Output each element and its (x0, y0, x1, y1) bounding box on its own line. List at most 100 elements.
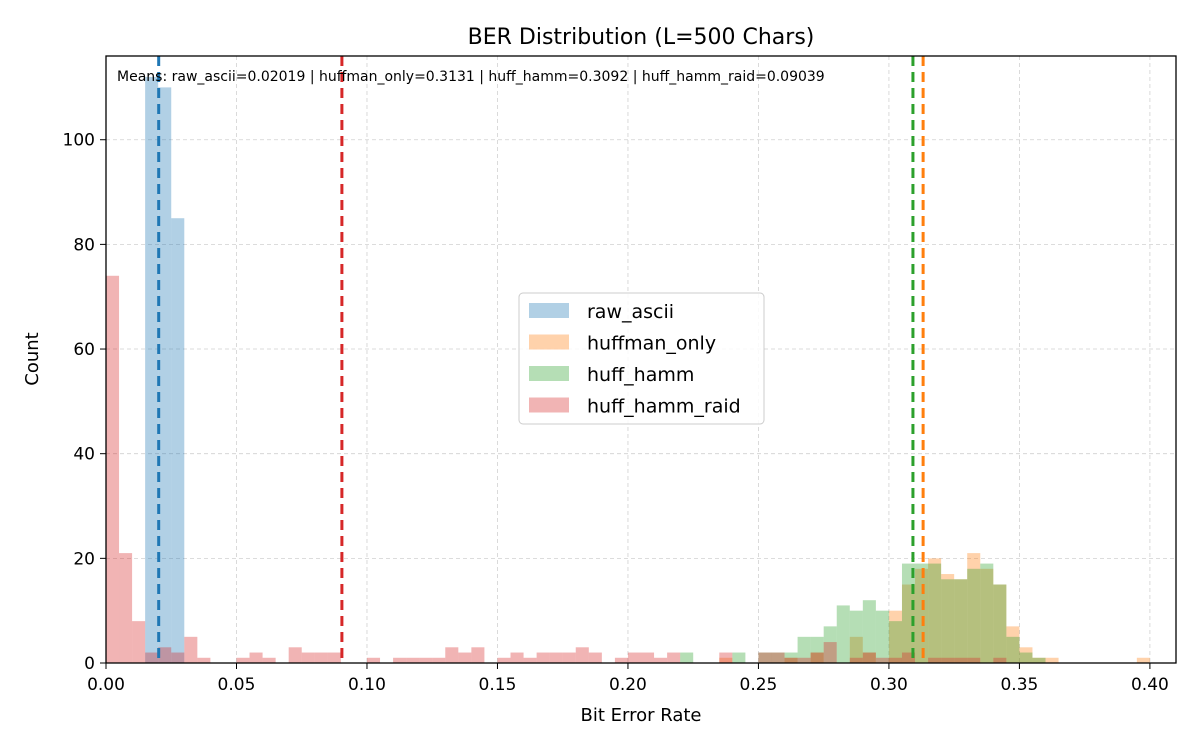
histogram-bar (823, 626, 837, 663)
histogram-bar (836, 605, 850, 663)
histogram-bar (132, 621, 146, 663)
histogram-bar (758, 652, 772, 663)
histogram-bar (406, 657, 420, 663)
histogram-bar (314, 652, 328, 663)
histogram-bar (327, 652, 341, 663)
x-tick-label: 0.20 (609, 675, 647, 695)
histogram-bar (967, 553, 981, 663)
histogram-bar (993, 584, 1007, 663)
x-tick-label: 0.00 (87, 675, 125, 695)
histogram-bar (158, 87, 172, 664)
y-tick-label: 60 (73, 340, 95, 360)
histogram-bar (184, 636, 198, 663)
histogram-bar (810, 636, 824, 663)
histogram-bar (445, 647, 459, 663)
y-tick-label: 40 (73, 445, 95, 465)
x-tick-label: 0.10 (348, 675, 386, 695)
histogram-bar (849, 610, 863, 663)
histogram-bar (627, 652, 641, 663)
histogram-bar (875, 610, 889, 663)
histogram-bar (1006, 626, 1020, 663)
histogram-bar (888, 610, 902, 663)
series-huff-hamm-raid (106, 275, 1007, 663)
histogram-bar (915, 568, 929, 663)
histogram-bar (301, 652, 315, 663)
x-tick-label: 0.35 (1000, 675, 1038, 695)
histogram-bar (784, 657, 798, 663)
histogram-bar (667, 652, 681, 663)
histogram-bar (993, 584, 1007, 663)
histogram-bar (849, 636, 863, 663)
y-tick-label: 100 (63, 131, 95, 151)
y-tick-label: 20 (73, 549, 95, 569)
histogram-bar (993, 657, 1007, 663)
y-tick-label: 80 (73, 235, 95, 255)
histogram-bar (797, 636, 811, 663)
histogram-bar (1136, 657, 1150, 663)
legend-label: huff_hamm (587, 364, 694, 386)
legend-label: huff_hamm_raid (587, 396, 741, 418)
legend-swatch (529, 334, 569, 350)
means-annotation: Means: raw_ascii=0.02019 | huffman_only=… (117, 69, 825, 85)
histogram-bar (393, 657, 407, 663)
histogram-bar (928, 657, 942, 663)
histogram-bar (888, 621, 902, 663)
histogram-bar (106, 275, 120, 663)
histogram-bar (732, 652, 746, 663)
histogram-bar (784, 657, 798, 663)
histogram-bar (875, 657, 889, 663)
legend-label: raw_ascii (587, 301, 674, 323)
x-axis-label: Bit Error Rate (581, 705, 702, 726)
series-huff-hamm (680, 563, 1046, 663)
legend: raw_ascii huffman_only huff_hamm huff_hamm_… (518, 292, 765, 425)
x-tick-label: 0.05 (218, 675, 256, 695)
x-tick-label: 0.25 (740, 675, 778, 695)
histogram-bar (849, 657, 863, 663)
histogram-bar (771, 652, 785, 663)
histogram-bar (784, 652, 798, 663)
legend-swatch (529, 397, 569, 413)
histogram-bar (954, 579, 968, 663)
histogram-bar (680, 652, 694, 663)
histogram-bar (980, 568, 994, 663)
histogram-bar (366, 657, 381, 663)
histogram-bar (236, 657, 250, 663)
histogram-bar (588, 652, 602, 663)
histogram-bar (1032, 657, 1046, 663)
legend-swatch (529, 366, 569, 381)
histogram-bar (458, 652, 472, 663)
series-raw-ascii (145, 76, 185, 664)
histogram-bar (901, 652, 916, 663)
histogram-bar (771, 652, 785, 663)
histogram-bars (106, 76, 1150, 664)
histogram-bar (562, 652, 576, 663)
histogram-bar (1045, 657, 1059, 663)
x-tick-label: 0.40 (1131, 675, 1169, 695)
histogram-bar (823, 642, 837, 663)
histogram-bar (928, 558, 942, 663)
histogram-bar (197, 657, 211, 663)
histogram-bar (145, 76, 159, 664)
histogram-bar (810, 652, 824, 663)
histogram-bar (249, 652, 263, 663)
mean-lines (157, 56, 925, 663)
histogram-bar (119, 553, 133, 663)
histogram-bar (941, 657, 955, 663)
histogram-bar (862, 652, 876, 663)
histogram-bar (797, 657, 811, 663)
x-tick-label: 0.30 (870, 675, 908, 695)
histogram-bar (967, 568, 981, 663)
histogram-bar (510, 652, 524, 663)
histogram-bar (549, 652, 563, 663)
histogram-bar (719, 652, 733, 663)
histogram-bar (654, 657, 668, 663)
histogram-bar (523, 657, 537, 663)
histogram-bar (536, 652, 550, 663)
histogram-bar (1019, 652, 1033, 663)
histogram-bar (171, 218, 185, 663)
histogram-bar (641, 652, 655, 663)
axis-ticks: 0.00 0.05 0.10 0.15 0.20 0.25 0.30 0.35 0.40 0 20 4… (63, 131, 1169, 695)
histogram-bar (614, 657, 628, 663)
histogram-bar (928, 563, 942, 663)
histogram-bar (1032, 657, 1046, 663)
